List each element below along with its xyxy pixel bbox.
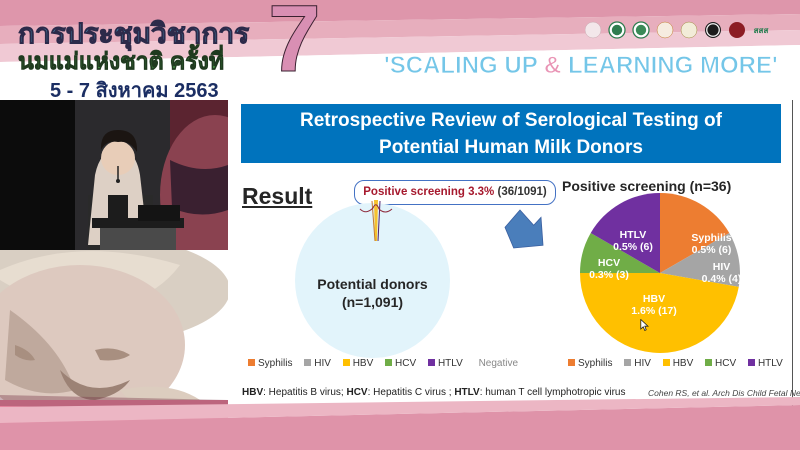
svg-text:สสส: สสส xyxy=(754,26,769,35)
